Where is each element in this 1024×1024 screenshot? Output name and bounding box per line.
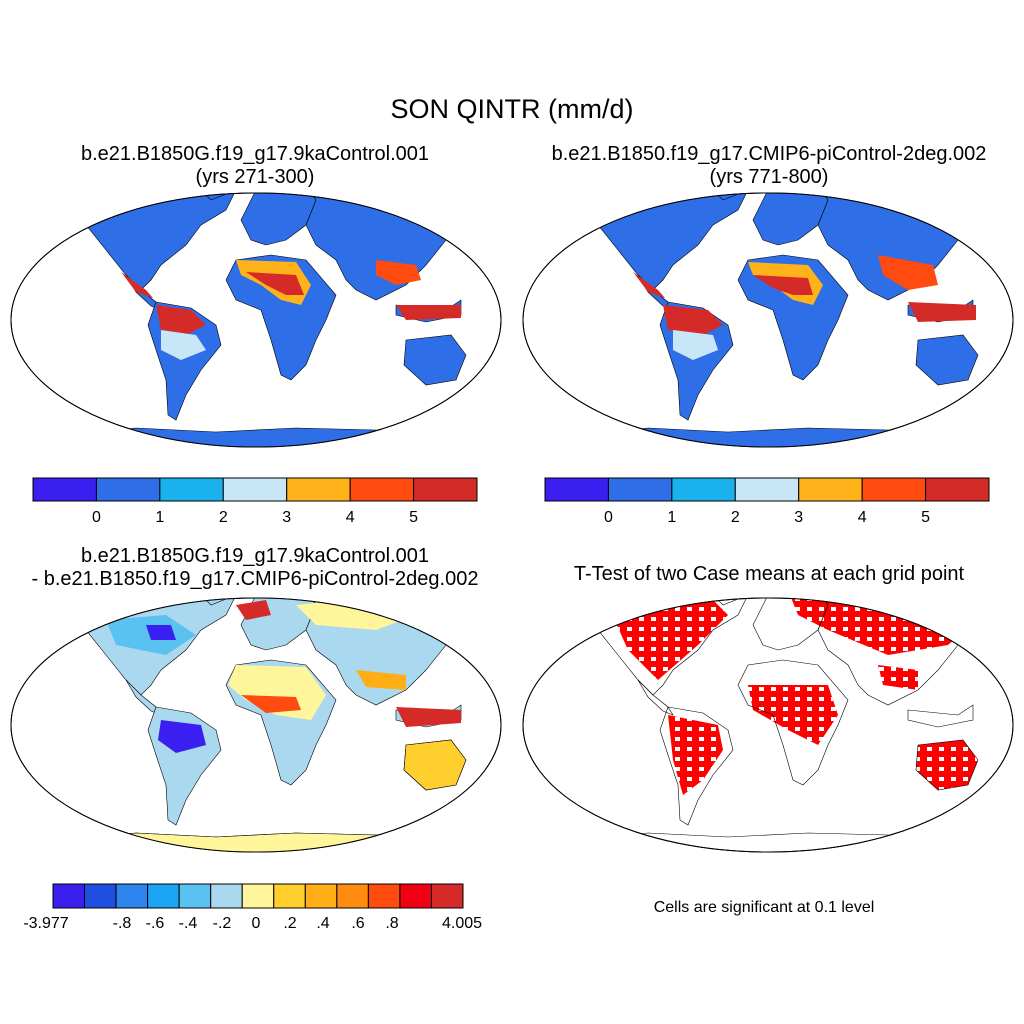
- colorbar-label: .6: [351, 915, 364, 932]
- colorbar-swatch: [286, 477, 351, 502]
- panel-1-title: b.e21.B1850G.f19_g17.9kaControl.001 (yrs…: [0, 143, 510, 189]
- colorbar-swatch: [95, 477, 161, 502]
- colorbar-swatch: [367, 883, 401, 909]
- panel-3-title: b.e21.B1850G.f19_g17.9kaControl.001 - b.…: [0, 545, 540, 591]
- colorbar-swatch: [178, 883, 212, 909]
- colorbar-label: 4: [858, 509, 867, 526]
- colorbar-swatch: [84, 883, 117, 909]
- panel-2-wet-regions: [633, 255, 976, 360]
- colorbar-swatch: [115, 883, 149, 909]
- panel-3-colorbar: -3.977 -.8 -.6 -.4 -.2 0 .2 .4 .6 .8 4.005: [23, 883, 482, 932]
- colorbar-label: -3.977: [23, 915, 68, 932]
- colorbar-label: -.6: [146, 915, 165, 932]
- colorbar-label: 0: [252, 915, 261, 932]
- panel-3-title-line1: b.e21.B1850G.f19_g17.9kaControl.001: [80, 545, 430, 567]
- colorbar-swatch: [798, 477, 863, 502]
- colorbar-swatch: [671, 477, 736, 502]
- panel-3-title-line2: - b.e21.B1850.f19_g17.CMIP6-piControl-2d…: [31, 568, 479, 590]
- colorbar-swatch: [349, 477, 415, 502]
- colorbar-label: 2: [219, 509, 228, 526]
- colorbar-swatch: [147, 883, 180, 909]
- colorbar-swatch: [430, 883, 464, 909]
- colorbar-label: .2: [283, 915, 296, 932]
- panel-3-map: [10, 597, 502, 853]
- colorbar-swatch: [607, 477, 673, 502]
- panel-2-map: [522, 192, 1014, 448]
- panel-2-title-line1: b.e21.B1850.f19_g17.CMIP6-piControl-2deg…: [551, 143, 987, 165]
- colorbar-swatch: [336, 883, 369, 909]
- colorbar-swatch: [734, 477, 800, 502]
- panel-1-colorbar: 0 1 2 3 4 5: [32, 477, 478, 526]
- colorbar-label: 2: [731, 509, 740, 526]
- panel-2-colorbar: 0 1 2 3 4 5: [544, 477, 990, 526]
- panel-1-title-line1: b.e21.B1850G.f19_g17.9kaControl.001: [80, 143, 430, 165]
- panel-4-map: [522, 597, 1014, 853]
- panel-2-title-line2: (yrs 771-800): [709, 166, 829, 188]
- colorbar-swatch: [273, 883, 306, 909]
- colorbar-label: 5: [921, 509, 930, 526]
- colorbar-swatch: [52, 883, 86, 909]
- colorbar-label: .4: [316, 915, 329, 932]
- colorbar-swatch: [210, 883, 243, 909]
- figure-title: SON QINTR (mm/d): [390, 94, 634, 124]
- panel-1-map: [10, 192, 502, 448]
- colorbar-label: 0: [92, 509, 101, 526]
- colorbar-swatch: [222, 477, 288, 502]
- colorbar-swatch: [399, 883, 432, 909]
- colorbar-label: 1: [667, 509, 676, 526]
- panel-2-title: b.e21.B1850.f19_g17.CMIP6-piControl-2deg…: [514, 143, 1024, 189]
- colorbar-swatch: [159, 477, 224, 502]
- colorbar-label: .8: [385, 915, 398, 932]
- colorbar-swatch: [241, 883, 275, 909]
- colorbar-label: 4: [346, 509, 355, 526]
- colorbar-label: 0: [604, 509, 613, 526]
- colorbar-swatch: [304, 883, 338, 909]
- colorbar-label: 1: [155, 509, 164, 526]
- significance-footnote: Cells are significant at 0.1 level: [653, 899, 875, 916]
- colorbar-swatch: [32, 477, 97, 502]
- colorbar-label: 5: [409, 509, 418, 526]
- colorbar-label: 4.005: [442, 915, 482, 932]
- colorbar-label: -.8: [113, 915, 132, 932]
- colorbar-label: 3: [282, 509, 291, 526]
- colorbar-label: -.2: [213, 915, 232, 932]
- colorbar-swatch: [413, 477, 478, 502]
- panel-1-wet-regions: [121, 260, 461, 360]
- colorbar-label: -.4: [179, 915, 198, 932]
- panel-3-anomaly-regions: [70, 598, 467, 852]
- colorbar-swatch: [861, 477, 927, 502]
- colorbar-swatch: [544, 477, 609, 502]
- panel-4-title: T-Test of two Case means at each grid po…: [573, 563, 965, 585]
- panel-1-title-line2: (yrs 271-300): [195, 166, 315, 188]
- colorbar-label: 3: [794, 509, 803, 526]
- colorbar-swatch: [925, 477, 990, 502]
